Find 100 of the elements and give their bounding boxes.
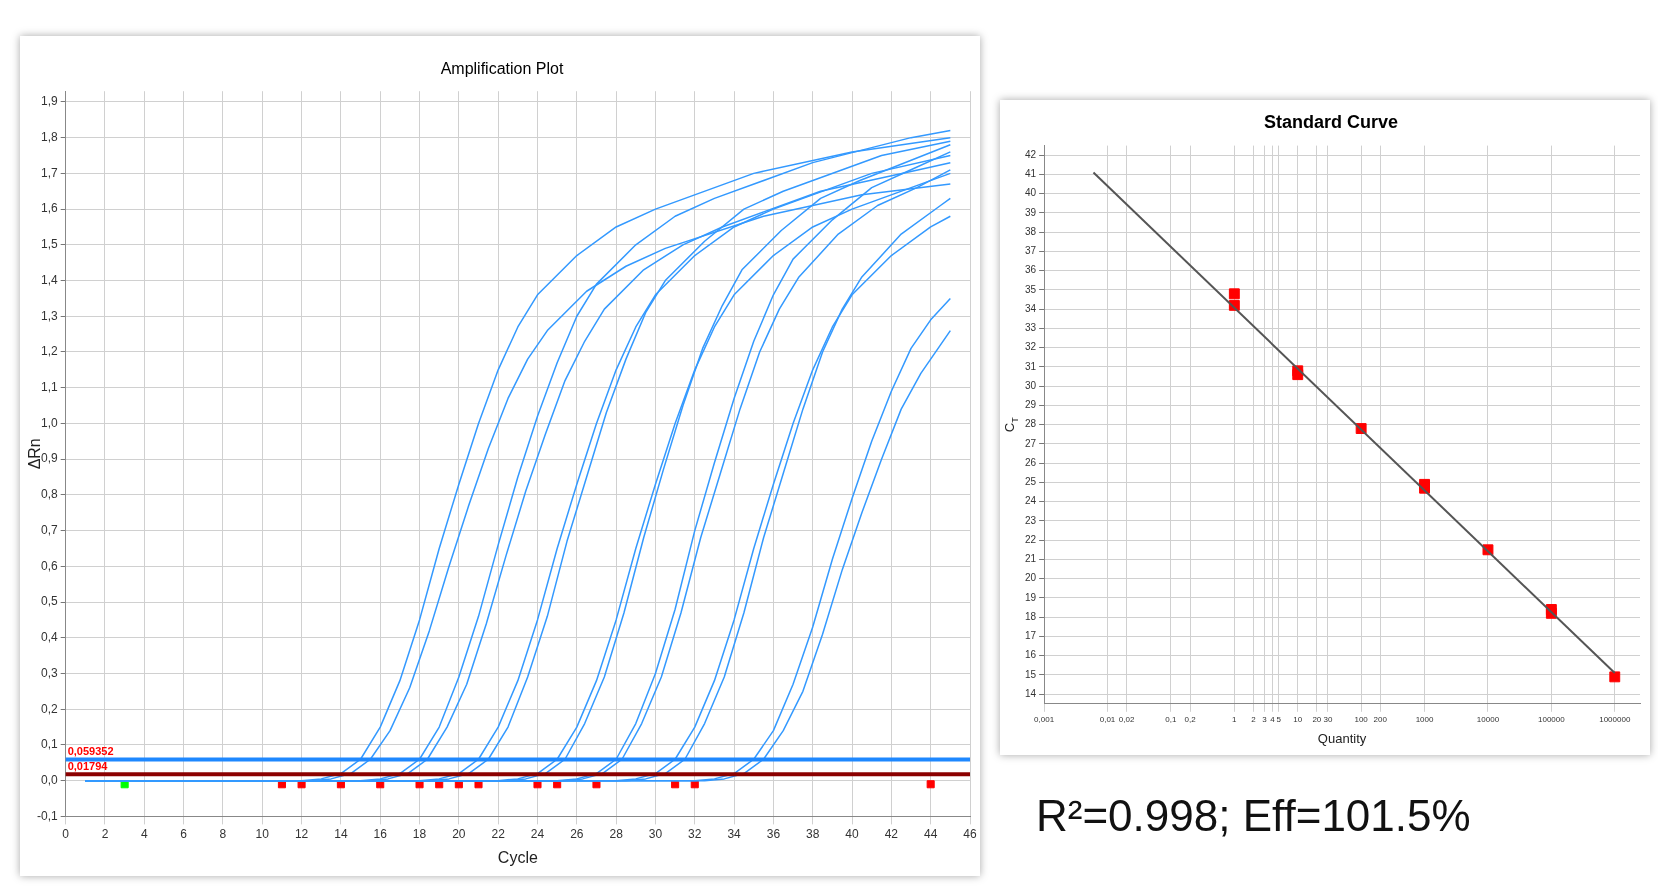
chart-title: Amplification Plot [440, 60, 564, 78]
x-tick-label: 20 [452, 826, 466, 841]
y-tick-label: 29 [1025, 399, 1037, 411]
y-tick-label: 0,7 [40, 522, 58, 537]
x-tick-label: 46 [963, 826, 977, 841]
x-tick-label: 0 [62, 826, 70, 841]
y-tick-label: 1,7 [40, 165, 58, 180]
x-tick-label: 0,2 [1184, 714, 1197, 724]
y-tick-label: 0,6 [40, 558, 58, 573]
x-tick-label: 1 [1232, 714, 1238, 724]
y-tick-label: 1,6 [40, 201, 58, 216]
y-tick-label: 1,1 [40, 380, 58, 395]
x-tick-label: 3 [1262, 714, 1268, 724]
x-tick-label: 34 [727, 826, 742, 841]
x-tick-label: 40 [845, 826, 860, 841]
x-tick-label: 10000 [1476, 714, 1500, 724]
y-axis-title: CT [1002, 416, 1020, 433]
x-tick-label: 36 [766, 826, 781, 841]
y-tick-label: 20 [1025, 572, 1037, 584]
x-tick-label: 38 [806, 826, 820, 841]
y-tick-label: 15 [1025, 668, 1037, 680]
x-tick-label: 0,1 [1165, 714, 1178, 724]
y-tick-label: 32 [1025, 341, 1037, 353]
x-tick-label: 10 [1293, 714, 1303, 724]
y-tick-label: 1,9 [40, 94, 58, 109]
x-tick-label: 6 [180, 826, 188, 841]
y-tick-label: 23 [1025, 514, 1037, 526]
x-tick-label: 10 [255, 826, 270, 841]
x-tick-label: 4 [140, 826, 148, 841]
x-tick-label: 44 [924, 826, 938, 841]
y-tick-label: 38 [1025, 225, 1037, 237]
x-tick-label: 0,01 [1099, 714, 1116, 724]
x-tick-label: 8 [219, 826, 227, 841]
y-tick-label: 40 [1025, 187, 1037, 199]
x-tick-label: 14 [334, 826, 348, 841]
y-tick-label: 22 [1025, 533, 1037, 545]
y-tick-label: 31 [1025, 360, 1037, 372]
x-tick-label: 100 [1354, 714, 1369, 724]
y-tick-label: 18 [1025, 610, 1037, 622]
y-tick-label: 25 [1025, 476, 1037, 488]
x-tick-label: 1000 [1415, 714, 1434, 724]
x-tick-label: 22 [491, 826, 506, 841]
y-tick-label: 34 [1025, 302, 1037, 314]
y-tick-label: 1,2 [40, 344, 58, 359]
x-tick-label: 26 [570, 826, 584, 841]
text: R²=0.998; Eff=101.5% [1036, 791, 1471, 841]
x-tick-label: 2 [101, 826, 109, 841]
x-tick-label: 0,001 [1034, 714, 1055, 724]
y-tick-label: 39 [1025, 206, 1037, 218]
x-tick-label: 0,02 [1118, 714, 1135, 724]
y-tick-label: 19 [1025, 591, 1037, 603]
chart-title: Standard Curve [1263, 111, 1399, 132]
y-tick-label: 0,8 [40, 487, 58, 502]
y-tick-label: 30 [1025, 379, 1037, 391]
x-tick-label: 100000 [1538, 714, 1566, 724]
y-tick-label: 28 [1025, 418, 1037, 430]
y-tick-label: 14 [1025, 687, 1037, 699]
x-tick-label: 4 [1270, 714, 1276, 724]
x-tick-label: 28 [609, 826, 624, 841]
y-tick-label: 0,9 [40, 451, 58, 466]
x-tick-label: 12 [294, 826, 309, 841]
y-tick-label: 1,4 [40, 272, 58, 287]
x-axis-title: Quantity [1317, 730, 1367, 746]
y-tick-label: 16 [1025, 649, 1037, 661]
y-tick-label: 1,8 [40, 129, 58, 144]
y-tick-label: 0,4 [40, 630, 58, 645]
y-tick-label: 1,5 [40, 237, 58, 252]
y-tick-label: 27 [1025, 437, 1037, 449]
x-tick-label: 24 [530, 826, 545, 841]
y-tick-label: 0,1 [40, 737, 58, 752]
x-tick-label: 30 [1323, 714, 1333, 724]
y-tick-label: 0,3 [40, 665, 58, 680]
y-tick-label: 21 [1025, 553, 1037, 565]
x-tick-label: 18 [412, 826, 427, 841]
x-tick-label: 20 [1312, 714, 1322, 724]
x-tick-label: 16 [373, 826, 388, 841]
x-tick-label: 30 [648, 826, 663, 841]
y-tick-label: 17 [1025, 630, 1037, 642]
x-axis-title: Cycle [497, 848, 538, 866]
x-tick-label: 2 [1251, 714, 1257, 724]
y-tick-label: 24 [1025, 495, 1037, 507]
y-tick-label: 26 [1025, 456, 1037, 468]
y-tick-label: 1,0 [40, 415, 58, 430]
x-tick-label: 5 [1276, 714, 1282, 724]
ref-line-label: 0,01794 [67, 759, 109, 772]
y-tick-label: 0,5 [40, 594, 58, 609]
y-tick-label: 36 [1025, 264, 1037, 276]
ref-line-label: 0,059352 [67, 745, 114, 757]
y-tick-label: 42 [1025, 148, 1037, 160]
x-tick-label: 200 [1373, 714, 1388, 724]
x-tick-label: 42 [884, 826, 899, 841]
y-tick-label: 35 [1025, 283, 1037, 295]
y-tick-label: 0,0 [40, 772, 58, 787]
y-tick-label: 1,3 [40, 308, 58, 323]
y-tick-label: 37 [1025, 245, 1037, 257]
x-tick-label: 1000000 [1599, 714, 1631, 724]
y-tick-label: 41 [1025, 168, 1037, 180]
x-tick-label: 32 [688, 826, 702, 841]
y-tick-label: 33 [1025, 322, 1037, 334]
y-tick-label: -0,1 [36, 808, 58, 823]
